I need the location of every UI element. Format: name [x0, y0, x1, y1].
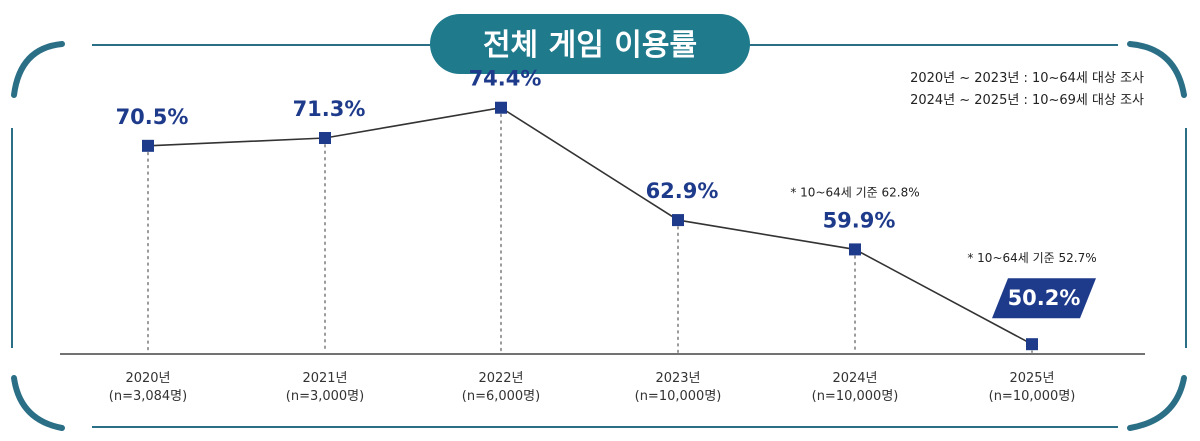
- x-tick-label: 2025년: [1009, 371, 1054, 386]
- frame-top-right-corner: [1127, 41, 1187, 98]
- chart-title: 전체 게임 이용률: [483, 28, 697, 63]
- annotation-text: * 10~64세 기준 62.8%: [790, 185, 919, 199]
- data-point: [319, 132, 331, 145]
- data-label: 62.9%: [646, 179, 719, 203]
- data-label: 70.5%: [116, 105, 189, 129]
- title-pill: [430, 14, 750, 74]
- data-label: 59.9%: [823, 208, 896, 232]
- annotation-text: * 10~64세 기준 52.7%: [967, 251, 1096, 265]
- x-tick-label: 2020년: [125, 371, 170, 386]
- survey-note-1: 2020년 ~ 2023년 : 10~64세 대상 조사: [910, 71, 1144, 86]
- title-badge: 전체 게임 이용률: [430, 14, 750, 74]
- frame-bottom-left-corner: [11, 375, 65, 431]
- x-tick-label: 2024년: [832, 371, 877, 386]
- survey-note-2: 2024년 ~ 2025년 : 10~69세 대상 조사: [910, 93, 1144, 108]
- x-sample-label: (n=3,084명): [109, 389, 187, 404]
- x-tick-label: 2021년: [302, 371, 347, 386]
- data-point: [495, 101, 507, 114]
- frame-top-left-corner: [11, 41, 65, 98]
- x-sample-label: (n=10,000명): [812, 389, 899, 404]
- highlight-badge: [992, 278, 1096, 319]
- frame-bottom-right-corner: [1127, 375, 1187, 431]
- x-sample-label: (n=3,000명): [286, 389, 364, 404]
- data-point: [1026, 338, 1038, 351]
- data-label: 50.2%: [1008, 286, 1081, 310]
- data-label: 74.4%: [469, 67, 542, 91]
- plot-area: 70.5% 71.3% 74.4% 62.9% 59.9% 50.2% * 10~64세 기…: [109, 67, 1097, 404]
- x-tick-label: 2022년: [478, 371, 523, 386]
- data-point: [672, 214, 684, 227]
- data-point: [142, 139, 154, 152]
- data-point: [849, 243, 861, 256]
- data-label: 71.3%: [293, 97, 366, 121]
- x-sample-label: (n=10,000명): [989, 389, 1076, 404]
- x-tick-label: 2023년: [655, 371, 700, 386]
- series-line: [147, 106, 1033, 345]
- x-sample-label: (n=6,000명): [462, 389, 540, 404]
- x-sample-label: (n=10,000명): [635, 389, 722, 404]
